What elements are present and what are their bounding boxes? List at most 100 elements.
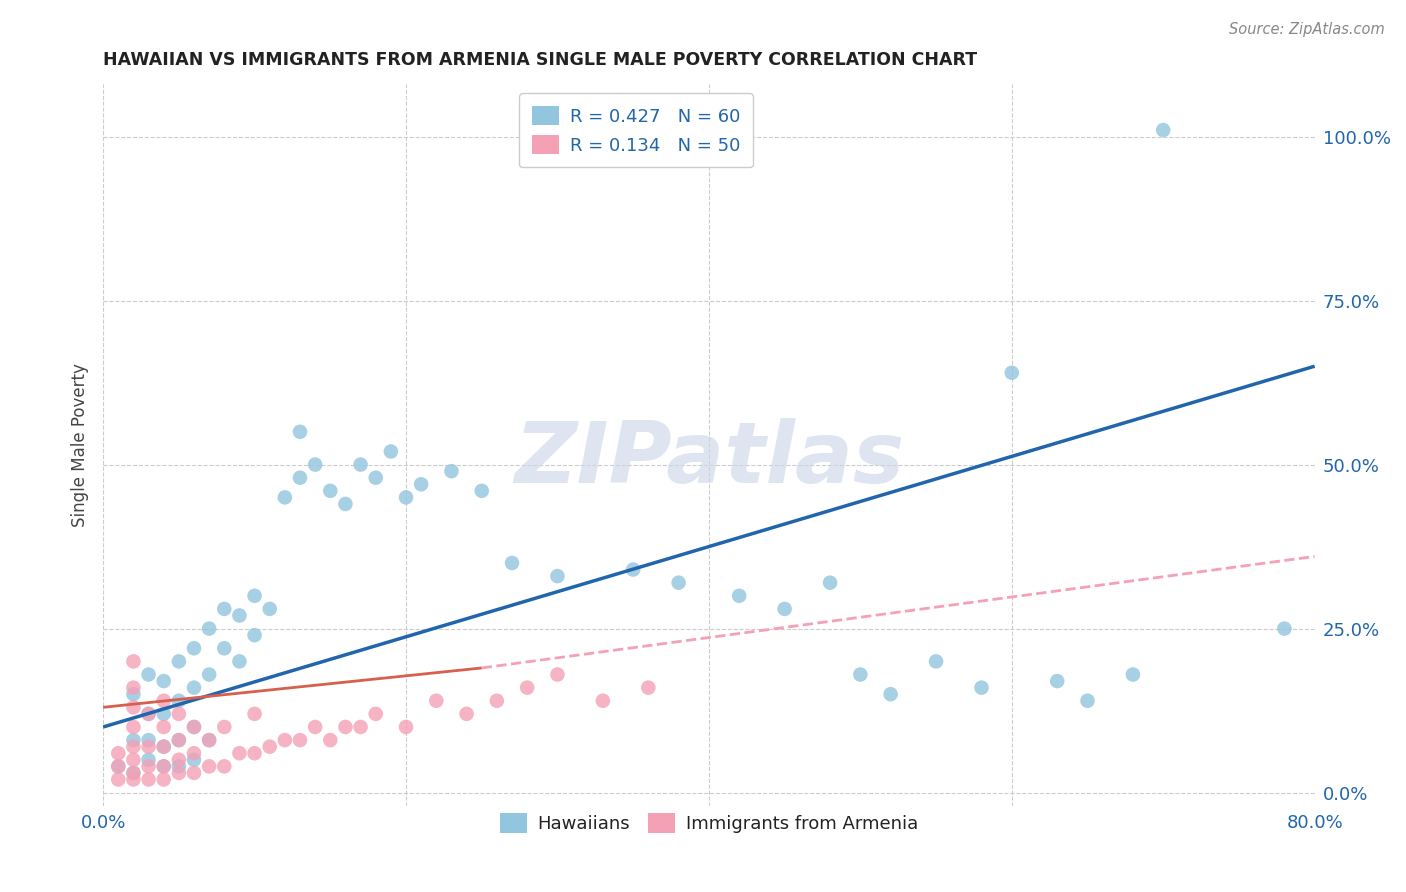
Point — [849, 667, 872, 681]
Point — [259, 602, 281, 616]
Point — [107, 746, 129, 760]
Text: HAWAIIAN VS IMMIGRANTS FROM ARMENIA SINGLE MALE POVERTY CORRELATION CHART: HAWAIIAN VS IMMIGRANTS FROM ARMENIA SING… — [103, 51, 977, 69]
Point — [183, 765, 205, 780]
Point — [122, 681, 145, 695]
Point — [198, 733, 221, 747]
Point — [152, 720, 174, 734]
Point — [335, 497, 357, 511]
Legend: Hawaiians, Immigrants from Armenia: Hawaiians, Immigrants from Armenia — [489, 802, 929, 844]
Point — [198, 622, 221, 636]
Point — [198, 667, 221, 681]
Point — [107, 772, 129, 787]
Point — [425, 694, 447, 708]
Point — [138, 772, 160, 787]
Y-axis label: Single Male Poverty: Single Male Poverty — [72, 363, 89, 527]
Point — [501, 556, 523, 570]
Point — [183, 681, 205, 695]
Point — [1152, 123, 1174, 137]
Point — [152, 772, 174, 787]
Point — [546, 569, 568, 583]
Point — [970, 681, 993, 695]
Point — [167, 654, 190, 668]
Point — [879, 687, 901, 701]
Point — [304, 458, 326, 472]
Point — [304, 720, 326, 734]
Point — [107, 759, 129, 773]
Point — [456, 706, 478, 721]
Point — [335, 720, 357, 734]
Point — [183, 753, 205, 767]
Point — [167, 753, 190, 767]
Point — [122, 765, 145, 780]
Point — [1122, 667, 1144, 681]
Point — [122, 700, 145, 714]
Point — [728, 589, 751, 603]
Point — [1272, 622, 1295, 636]
Point — [138, 733, 160, 747]
Point — [167, 733, 190, 747]
Point — [364, 471, 387, 485]
Point — [773, 602, 796, 616]
Point — [243, 746, 266, 760]
Point — [1001, 366, 1024, 380]
Point — [471, 483, 494, 498]
Point — [152, 759, 174, 773]
Point — [167, 694, 190, 708]
Point — [288, 425, 311, 439]
Point — [349, 720, 371, 734]
Point — [319, 483, 342, 498]
Point — [138, 753, 160, 767]
Point — [259, 739, 281, 754]
Point — [546, 667, 568, 681]
Point — [183, 641, 205, 656]
Point — [214, 759, 236, 773]
Point — [274, 491, 297, 505]
Point — [637, 681, 659, 695]
Point — [122, 654, 145, 668]
Point — [228, 746, 250, 760]
Point — [288, 733, 311, 747]
Point — [364, 706, 387, 721]
Point — [152, 739, 174, 754]
Point — [274, 733, 297, 747]
Point — [138, 706, 160, 721]
Point — [349, 458, 371, 472]
Point — [183, 720, 205, 734]
Point — [516, 681, 538, 695]
Point — [183, 720, 205, 734]
Point — [122, 733, 145, 747]
Point — [152, 706, 174, 721]
Point — [243, 706, 266, 721]
Point — [183, 746, 205, 760]
Point — [228, 608, 250, 623]
Point — [167, 706, 190, 721]
Point — [411, 477, 433, 491]
Point — [138, 759, 160, 773]
Point — [198, 733, 221, 747]
Point — [214, 720, 236, 734]
Point — [621, 563, 644, 577]
Point — [152, 674, 174, 689]
Point — [485, 694, 508, 708]
Point — [122, 687, 145, 701]
Point — [167, 733, 190, 747]
Point — [138, 667, 160, 681]
Point — [152, 759, 174, 773]
Point — [167, 759, 190, 773]
Point — [395, 720, 418, 734]
Point — [167, 765, 190, 780]
Point — [668, 575, 690, 590]
Point — [122, 765, 145, 780]
Point — [198, 759, 221, 773]
Text: ZIPatlas: ZIPatlas — [513, 417, 904, 500]
Point — [319, 733, 342, 747]
Point — [592, 694, 614, 708]
Point — [122, 753, 145, 767]
Point — [152, 694, 174, 708]
Point — [1046, 674, 1069, 689]
Point — [1076, 694, 1098, 708]
Point — [925, 654, 948, 668]
Point — [228, 654, 250, 668]
Point — [214, 641, 236, 656]
Point — [122, 739, 145, 754]
